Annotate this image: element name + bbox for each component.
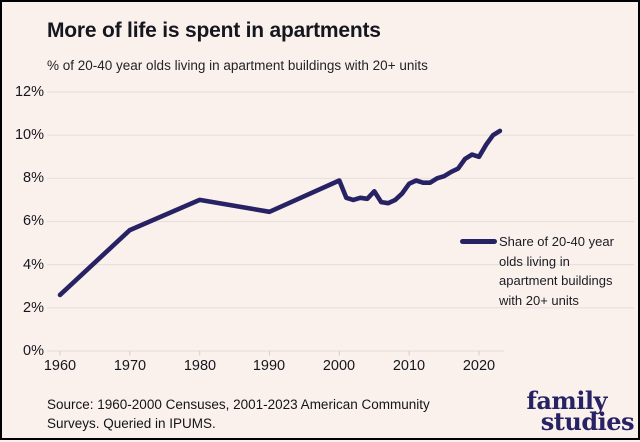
y-tick-label-4: 4% xyxy=(23,257,44,273)
y-tick-label-12: 12% xyxy=(14,84,44,100)
y-tick-label-10: 10% xyxy=(14,127,44,143)
x-tick-label-1990: 1990 xyxy=(252,358,286,374)
x-tick-label-2010: 2010 xyxy=(392,358,426,374)
x-tick-label-2020: 2020 xyxy=(462,358,496,374)
gridlines xyxy=(47,91,634,352)
legend-line-swatch xyxy=(460,239,497,244)
trend-line xyxy=(57,128,503,298)
legend-label-line-4: with 20+ units xyxy=(499,292,579,308)
legend-label-line-3: apartment buildings xyxy=(499,273,613,288)
legend-label-line-1: Share of 20-40 year xyxy=(499,234,614,249)
family-studies-logo: family studies xyxy=(526,386,635,436)
logo-word-studies: studies xyxy=(540,406,635,436)
x-tick-label-1980: 1980 xyxy=(183,358,217,374)
source-note: Source: 1960-2000 Censuses, 2001-2023 Am… xyxy=(47,397,430,431)
x-tick-label-1960: 1960 xyxy=(43,358,77,374)
x-tick-label-1970: 1970 xyxy=(113,358,147,374)
x-axis-ticks xyxy=(59,351,480,356)
legend-label: Share of 20-40 year olds living in apart… xyxy=(499,232,640,310)
y-tick-label-2: 2% xyxy=(23,300,44,316)
x-tick-label-2000: 2000 xyxy=(322,358,356,374)
legend-label-line-2: olds living in xyxy=(499,253,570,269)
chart-subtitle: % of 20-40 year olds living in apartment… xyxy=(47,58,428,73)
y-tick-label-6: 6% xyxy=(23,213,44,229)
logo-word-family: family xyxy=(526,386,608,415)
chart-title: More of life is spent in apartments xyxy=(47,19,381,42)
y-tick-label-8: 8% xyxy=(23,170,44,186)
y-tick-label-0: 0% xyxy=(23,343,44,359)
